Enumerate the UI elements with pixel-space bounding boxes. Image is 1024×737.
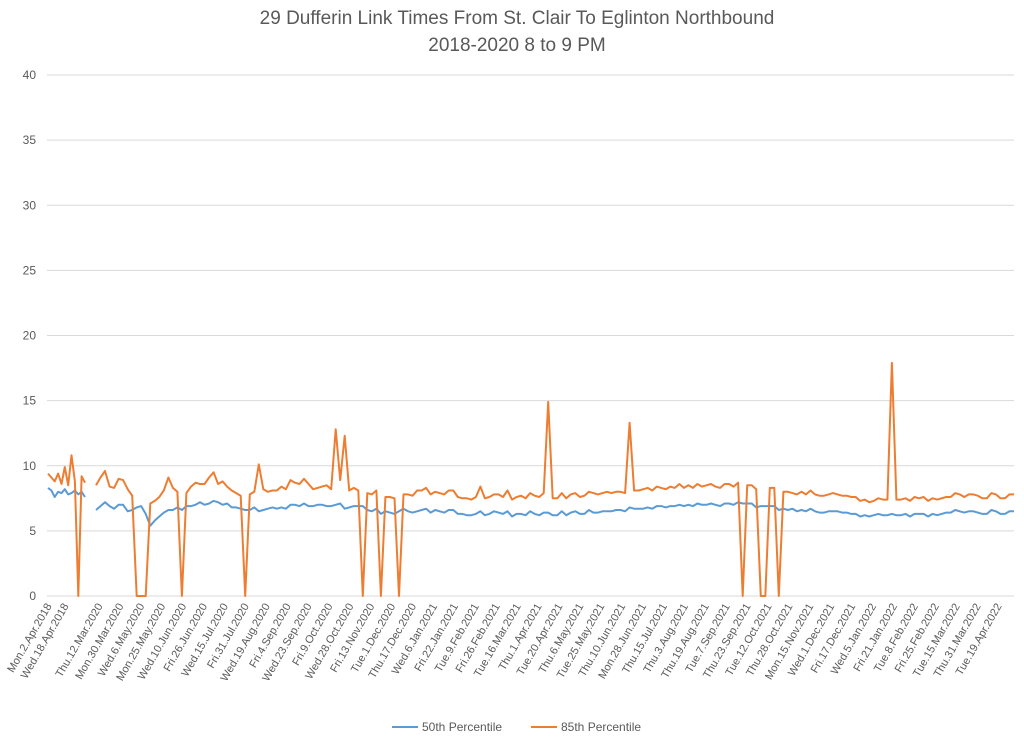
gridlines xyxy=(47,74,1014,597)
legend-label-85th: 85th Percentile xyxy=(561,720,641,734)
legend-label-50th: 50th Percentile xyxy=(422,720,502,734)
y-tick-label: 25 xyxy=(23,263,37,277)
legend: 50th Percentile 85th Percentile xyxy=(392,720,641,734)
y-tick-label: 0 xyxy=(29,589,36,603)
y-tick-label: 5 xyxy=(29,524,36,538)
series-85th-percentile-line xyxy=(95,361,1014,597)
series-50th-percentile-line-2018 xyxy=(47,487,86,498)
y-tick-label: 10 xyxy=(23,459,37,473)
y-tick-label: 35 xyxy=(23,133,37,147)
series-lines xyxy=(47,361,1014,597)
chart-subtitle: 2018-2020 8 to 9 PM xyxy=(428,35,605,56)
series-85th-percentile-line-2018 xyxy=(47,454,86,597)
chart-title: 29 Dufferin Link Times From St. Clair To… xyxy=(260,8,775,29)
y-tick-label: 30 xyxy=(23,198,37,212)
y-tick-label: 20 xyxy=(23,329,37,343)
y-tick-label: 15 xyxy=(23,394,37,408)
y-axis-ticks: 0 5 10 15 20 25 30 35 40 xyxy=(23,68,37,603)
y-tick-label: 40 xyxy=(23,68,37,82)
